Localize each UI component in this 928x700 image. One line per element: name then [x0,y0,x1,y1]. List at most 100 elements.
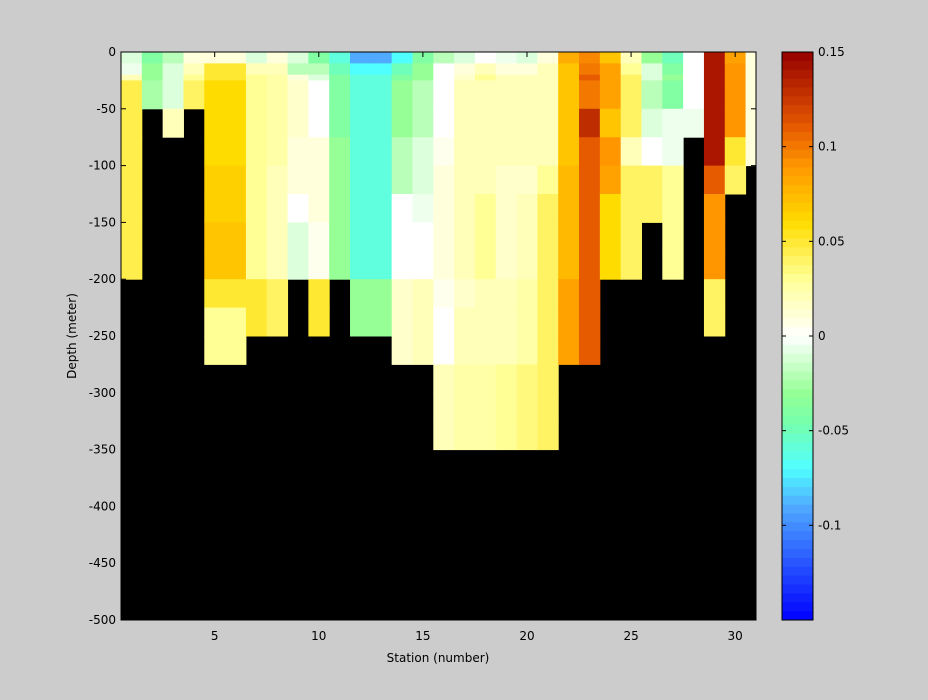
colorbar-band [782,549,813,559]
heatmap-cell [662,250,684,280]
heatmap-cell [558,74,580,81]
heatmap-cell [370,80,393,110]
heatmap-cell [204,222,226,252]
heatmap-cell [745,52,757,64]
heatmap-cell [495,279,518,309]
heatmap-cell [516,279,538,309]
heatmap-cell [329,137,351,167]
heatmap-cell [537,222,559,252]
heatmap-cells [121,52,757,451]
heatmap-cell [537,307,559,337]
heatmap-cell [620,222,642,252]
heatmap-cell [245,165,268,195]
heatmap-cell [412,222,434,252]
heatmap-cell [329,250,351,280]
heatmap-cell [724,137,747,167]
heatmap-cell [412,250,434,280]
heatmap-cell [516,137,538,167]
heatmap-cell [558,63,580,76]
heatmap-cell [579,63,601,76]
heatmap-cell [495,307,518,337]
colorbar-band [782,87,813,97]
heatmap-cell [516,80,538,110]
heatmap-cell [225,307,247,337]
heatmap-cell [204,108,226,138]
y-tick-label: -500 [89,613,116,627]
heatmap-cell [537,108,559,138]
y-tick-label: -150 [89,215,116,229]
heatmap-cell [329,52,351,64]
heatmap-cell [391,80,413,110]
heatmap-cell [245,52,268,64]
colorbar-band [782,194,813,204]
heatmap-cell [308,63,330,76]
colorbar-band [782,566,813,577]
heatmap-cell [495,336,518,365]
heatmap-cell [287,137,309,167]
heatmap-cell [183,63,205,76]
heatmap-cell [329,222,351,252]
heatmap-cell [204,250,226,280]
heatmap-cell [579,222,601,252]
heatmap-cell [433,52,455,64]
heatmap-cell [454,364,476,394]
heatmap-cell [433,194,455,223]
heatmap-cell [391,52,413,64]
heatmap-cell [495,421,518,451]
colorbar-band [782,220,813,231]
heatmap-cell [350,307,372,337]
heatmap-cell [454,307,476,337]
heatmap-cell [121,194,143,223]
heatmap-cell [287,52,309,64]
heatmap-cell [454,250,476,280]
colorbar-tick-label: -0.1 [818,518,841,532]
heatmap-cell [454,336,476,365]
heatmap-cell [391,165,413,195]
heatmap-plot: 5 10 15 20 25 30 0 -50 -100 -150 -200 -250 -300 -350… [65,45,757,665]
colorbar-tick-label: 0.05 [818,234,845,248]
colorbar-band [782,584,813,594]
y-tick-label: -350 [89,443,116,457]
heatmap-cell [308,279,330,309]
heatmap-cell [308,194,330,223]
heatmap-cell [370,250,393,280]
x-tick-label: 25 [623,629,638,643]
heatmap-cell [266,194,289,223]
heatmap-cell [620,52,642,64]
colorbar-band [782,424,813,435]
colorbar-band [782,513,813,523]
heatmap-cell [329,80,351,110]
y-tick-label: -100 [89,159,116,173]
colorbar-band [782,211,813,222]
heatmap-cell [454,165,476,195]
heatmap-cell [245,108,268,138]
heatmap-cell [350,279,372,309]
heatmap-cell [287,222,309,252]
heatmap-cell [516,364,538,394]
heatmap-cell [370,165,393,195]
heatmap-cell [391,108,413,138]
heatmap-cell [579,108,601,138]
heatmap-cell [558,165,580,195]
colorbar-band [782,273,813,284]
heatmap-cell [266,52,289,64]
heatmap-cell [350,74,372,81]
heatmap-cell [683,74,705,81]
heatmap-cell [350,80,372,110]
heatmap-cell [391,63,413,76]
heatmap-cell [516,74,538,81]
colorbar-band [782,371,813,381]
heatmap-cell [121,137,143,167]
heatmap-cell [204,194,226,223]
heatmap-cell [329,74,351,81]
heatmap-cell [745,74,757,81]
heatmap-cell [391,250,413,280]
heatmap-cell [474,336,497,365]
heatmap-cell [474,421,497,451]
heatmap-cell [516,194,538,223]
colorbar-band [782,469,813,479]
heatmap-cell [391,137,413,167]
colorbar-band [782,282,813,293]
heatmap-cell [641,74,663,81]
heatmap-cell [516,52,538,64]
